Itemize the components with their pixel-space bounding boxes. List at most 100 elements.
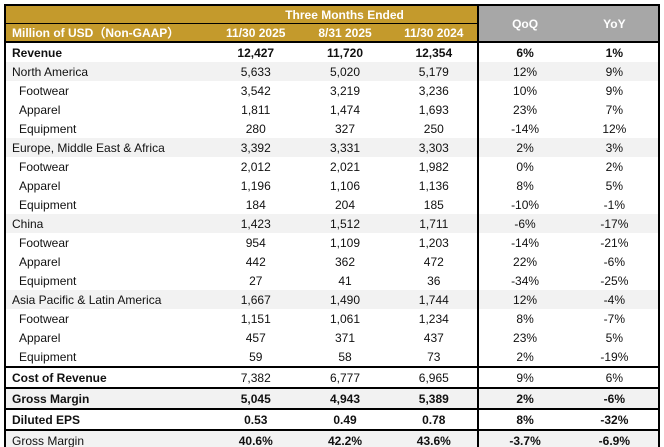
value-yoy: 9% [605,83,624,98]
table-header: Three Months Ended QoQ YoY Million of US… [5,5,659,43]
value-period-1: 5,045 [211,387,300,409]
value-period-1: 280 [245,121,266,136]
table-row: Gross Margin 5,045 4,943 5,389 2% -6% [5,387,659,409]
value-period-3: 1,711 [390,214,479,233]
value-qoq: -10% [477,195,571,214]
table-row: Equipment 59 58 73 2% -19% [5,347,659,367]
value-yoy: -6% [570,387,659,409]
value-period-1: 59 [249,349,263,364]
value-period-1: 27 [249,273,263,288]
row-label: Equipment [19,273,77,288]
value-yoy: 5% [605,178,624,193]
value-period-3: 43.6% [390,429,479,447]
value-period-2: 11,720 [326,45,364,60]
value-period-3: 185 [423,197,444,212]
value-period-1: 5,633 [211,62,300,81]
table-row: Equipment 27 41 36 -34% -25% [5,271,659,290]
row-label: Europe, Middle East & Africa [5,138,212,157]
value-period-3: 0.78 [390,408,479,430]
table-row: Asia Pacific & Latin America 1,667 1,490 1,… [5,290,659,309]
table-row: Revenue 12,427 11,720 12,354 6% 1% [5,42,659,62]
value-qoq: 6% [477,42,571,62]
value-qoq: 8% [477,309,571,328]
value-yoy: -1% [603,197,626,212]
value-period-2: 1,106 [329,178,361,193]
value-period-2: 5,020 [299,62,391,81]
value-period-2: 1,474 [329,102,361,117]
value-period-2: 362 [334,254,356,269]
header-spacer-cell [5,5,212,24]
value-period-3: 1,234 [418,311,449,326]
value-period-2: 1,512 [299,214,391,233]
value-period-2: 42.2% [299,429,391,447]
value-period-2: 1,061 [329,311,361,326]
value-period-1: 1,811 [241,102,271,117]
value-period-2: 6,777 [299,366,391,388]
quarterly-results-table: Three Months Ended QoQ YoY Million of US… [4,4,660,447]
row-label: Equipment [19,349,77,364]
value-period-2: 0.49 [299,408,391,430]
row-label: Equipment [19,121,77,136]
row-label: Apparel [19,254,61,269]
value-yoy: -6% [603,254,626,269]
value-period-3: 1,982 [418,159,449,174]
value-period-2: 41 [338,273,352,288]
value-yoy: 3% [570,138,659,157]
value-qoq: -34% [477,271,571,290]
row-label: Footwear [19,235,70,250]
value-qoq: -14% [477,233,571,252]
qoq-column-header: QoQ [477,5,571,43]
value-period-1: 1,423 [211,214,300,233]
value-qoq: -14% [477,119,571,138]
value-period-2: 1,490 [299,290,391,309]
value-period-1: 40.6% [211,429,300,447]
value-period-2: 204 [334,197,356,212]
value-period-1: 457 [245,330,266,345]
value-period-2: 1,109 [329,235,361,250]
value-period-3: 36 [427,273,441,288]
value-qoq: 8% [477,408,571,430]
value-period-1: 3,542 [240,83,271,98]
value-qoq: 2% [477,387,571,409]
value-qoq: -3.7% [477,429,571,447]
value-period-3: 5,179 [390,62,479,81]
row-label: Footwear [19,311,70,326]
value-period-2: 2,021 [329,159,361,174]
value-period-1: 2,012 [240,159,271,174]
value-yoy: 9% [570,62,659,81]
value-period-2: 3,219 [329,83,361,98]
value-yoy: 5% [605,330,624,345]
value-period-3: 3,303 [390,138,479,157]
table-row: Apparel 457 371 437 23% 5% [5,328,659,347]
value-yoy: 1% [605,45,624,60]
value-yoy: -25% [600,273,629,288]
value-period-3: 1,693 [418,102,449,117]
value-period-1: 1,151 [240,311,271,326]
table-body: Revenue 12,427 11,720 12,354 6% 1% North Ameri… [5,42,659,447]
row-label: Cost of Revenue [5,366,212,388]
value-period-2: 327 [334,121,356,136]
table-row: Footwear 954 1,109 1,203 -14% -21% [5,233,659,252]
table-row: Equipment 280 327 250 -14% 12% [5,119,659,138]
value-yoy: -6.9% [570,429,659,447]
value-qoq: 0% [477,157,571,176]
row-label: Diluted EPS [5,408,212,430]
period-column-header-2: 8/31 2025 [299,23,391,43]
table-row: Cost of Revenue 7,382 6,777 6,965 9% 6% [5,366,659,388]
value-period-1: 442 [245,254,266,269]
table-row: Diluted EPS 0.53 0.49 0.78 8% -32% [5,408,659,430]
value-qoq: 10% [477,81,571,100]
row-label: China [5,214,212,233]
value-period-1: 7,382 [211,366,300,388]
value-yoy: -4% [570,290,659,309]
value-qoq: 23% [477,100,571,119]
period-column-header-3: 11/30 2024 [390,23,479,43]
value-yoy: 2% [605,159,624,174]
value-period-2: 4,943 [299,387,391,409]
value-period-3: 12,354 [415,45,453,60]
row-label: Apparel [19,102,61,117]
value-period-2: 3,331 [299,138,391,157]
period-column-header-1: 11/30 2025 [211,23,300,43]
row-label: Apparel [19,330,61,345]
